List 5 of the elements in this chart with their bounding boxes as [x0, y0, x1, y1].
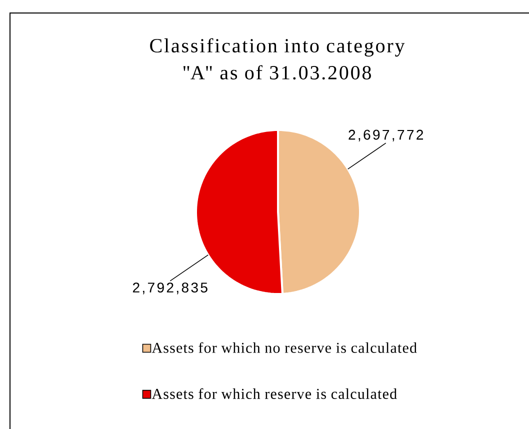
data-label: 2,697,772 — [348, 130, 424, 142]
chart-title: Classification into category "A" as of 31.03.2008 — [150, 38, 405, 80]
legend-label: Assets for which no reserve is calculated — [152, 342, 417, 353]
legend-label: Assets for which reserve is calculated — [152, 388, 397, 399]
data-label: 2,792,835 — [132, 282, 208, 294]
